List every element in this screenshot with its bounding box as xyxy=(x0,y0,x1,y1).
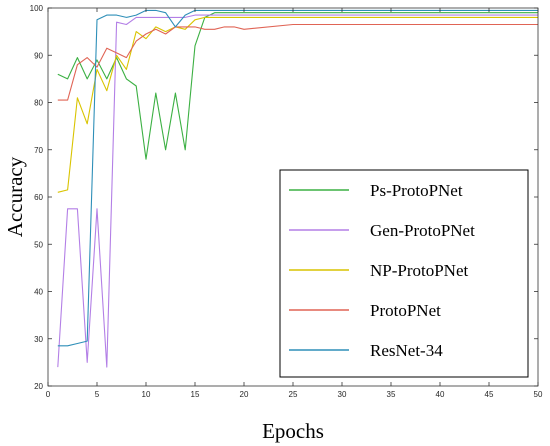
series-line-3 xyxy=(57,23,538,101)
x-tick-label-4: 20 xyxy=(240,390,249,399)
x-axis-ticks: 0 5 10 15 20 25 30 35 40 45 50 xyxy=(46,8,543,399)
y-tick-label-5: 70 xyxy=(34,146,43,155)
y-tick-label-2: 40 xyxy=(34,288,43,297)
x-tick-label-3: 15 xyxy=(191,390,200,399)
y-tick-label-0: 20 xyxy=(34,382,43,391)
x-tick-label-8: 40 xyxy=(436,390,445,399)
y-tick-label-7: 90 xyxy=(34,51,43,60)
series-line-2 xyxy=(57,16,538,193)
x-tick-label-2: 10 xyxy=(142,390,151,399)
x-tick-label-0: 0 xyxy=(46,390,51,399)
x-tick-label-10: 50 xyxy=(534,390,543,399)
series-lines xyxy=(57,9,538,368)
x-tick-label-9: 45 xyxy=(485,390,494,399)
legend-label-4: ResNet-34 xyxy=(370,341,443,360)
series-line-1 xyxy=(57,14,538,368)
legend-box xyxy=(279,169,529,378)
y-tick-label-8: 100 xyxy=(30,4,44,13)
x-tick-label-7: 35 xyxy=(387,390,396,399)
series-line-4 xyxy=(57,9,538,347)
y-tick-label-3: 50 xyxy=(34,240,43,249)
legend: Ps-ProtoPNet Gen-ProtoPNet NP-ProtoPNet Pro… xyxy=(279,169,529,378)
x-tick-label-6: 30 xyxy=(338,390,347,399)
legend-label-1: Gen-ProtoPNet xyxy=(370,221,475,240)
legend-label-0: Ps-ProtoPNet xyxy=(370,181,463,200)
y-tick-label-6: 80 xyxy=(34,99,43,108)
y-tick-label-1: 30 xyxy=(34,335,43,344)
legend-label-2: NP-ProtoPNet xyxy=(370,261,469,280)
y-tick-label-4: 60 xyxy=(34,193,43,202)
x-axis-title: Epochs xyxy=(262,419,324,443)
y-axis-title: Accuracy xyxy=(3,156,27,237)
legend-label-3: ProtoPNet xyxy=(370,301,441,320)
y-axis-ticks: 20 30 40 50 60 70 80 90 100 xyxy=(30,4,538,391)
x-tick-label-1: 5 xyxy=(95,390,100,399)
x-tick-label-5: 25 xyxy=(289,390,298,399)
